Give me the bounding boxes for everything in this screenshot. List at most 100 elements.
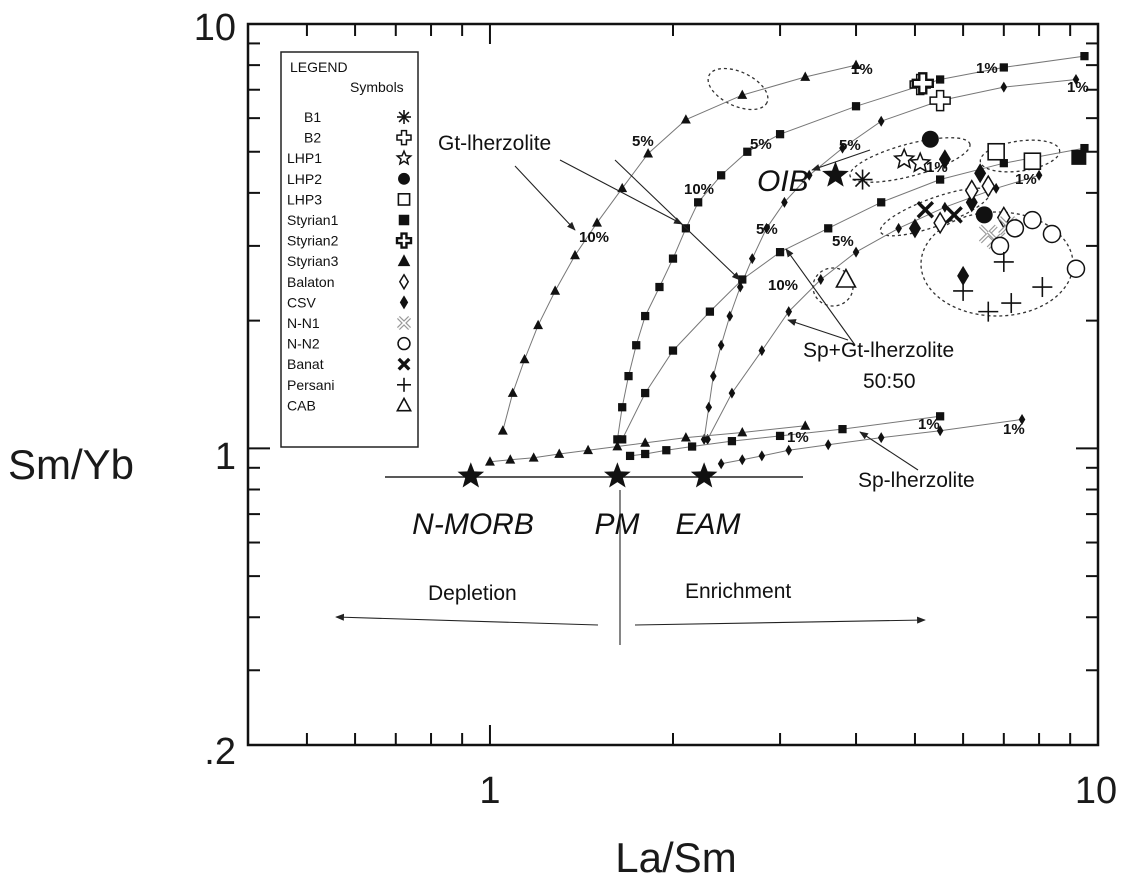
sample-point: [933, 211, 948, 235]
model-point: [519, 353, 530, 364]
model-point: [839, 142, 846, 154]
arrow: [787, 319, 849, 341]
sample-point: [1042, 224, 1062, 244]
model-point: [936, 425, 944, 437]
legend-entry-marker: [397, 254, 411, 267]
sample-point: [953, 280, 974, 301]
y-tick-label-10: 10: [194, 7, 236, 49]
series-csv: [908, 149, 987, 286]
model-point: [877, 432, 885, 444]
series-cab: [835, 267, 857, 288]
legend-entry-marker: [395, 149, 413, 166]
pct-label: 1%: [851, 61, 873, 78]
annotation-arrows: [335, 149, 926, 645]
ref-star-pm: [604, 462, 631, 488]
legend-entry-b1: B1: [304, 109, 411, 125]
model-point: [550, 285, 561, 295]
model-point: [852, 246, 860, 258]
series-balaton: [933, 174, 1011, 235]
model-point: [507, 387, 518, 397]
legend-entry-banat: Banat: [287, 356, 411, 372]
legend-entry-label: CAB: [287, 397, 316, 413]
legend: LEGEND Symbols B1 B2 LHP1 LHP2 LHP3 Styrian1 S…: [280, 51, 419, 448]
legend-entry-marker: [396, 315, 412, 331]
legend-entry-label: B2: [304, 130, 321, 146]
legend-entry-marker: [399, 295, 409, 310]
model-point: [1018, 413, 1026, 425]
x-tick-label-1: 1: [479, 770, 500, 812]
model-point: [999, 63, 1008, 72]
model-point: [612, 441, 623, 451]
sample-point: [1032, 277, 1053, 298]
sample-point: [835, 267, 857, 288]
series-styrian2: [911, 72, 934, 95]
model-point: [785, 444, 793, 456]
model-point: [717, 458, 725, 470]
legend-entry-marker: [396, 129, 412, 146]
legend-entry-styrian1: Styrian1: [287, 212, 410, 228]
model-point: [1035, 169, 1043, 181]
model-point: [785, 306, 793, 318]
model-point: [936, 412, 945, 421]
model-point: [851, 102, 861, 111]
x-tick-label-10: 10: [1075, 770, 1117, 812]
arrow: [559, 159, 683, 225]
legend-entry-label: Styrian3: [287, 253, 339, 269]
series-styrian1: [1071, 149, 1087, 165]
y-axis-title: Sm/Yb: [8, 441, 134, 488]
model-point: [680, 432, 691, 442]
model-point: [737, 426, 748, 437]
model-point: [895, 222, 902, 234]
melting-curve-5: [485, 420, 811, 466]
model-point: [758, 450, 766, 462]
pct-label: 5%: [756, 221, 778, 238]
model-point: [1000, 81, 1008, 93]
model-point: [805, 169, 813, 181]
series-b1: [852, 169, 873, 190]
model-point: [668, 346, 678, 355]
legend-entry-label: Styrian2: [287, 233, 339, 249]
legend-entry-styrian2: Styrian2: [287, 232, 413, 249]
arrow-enrichment: [634, 616, 926, 626]
model-point: [641, 311, 650, 321]
legend-title: LEGEND: [290, 59, 348, 75]
model-point: [625, 451, 635, 461]
series-banat: [916, 201, 963, 224]
legend-entry-persani: Persani: [287, 377, 411, 393]
sample-point: [908, 218, 921, 239]
percent-labels: 1% 1% 1% 1% 1% 1% 1% 1% 5% 5% 5% 5% 5% 1…: [579, 60, 1089, 446]
model-point: [824, 224, 833, 233]
model-point: [632, 341, 641, 350]
curve-line: [489, 425, 806, 463]
sample-point: [978, 301, 999, 322]
legend-entry-label: B1: [304, 109, 321, 125]
model-point: [775, 130, 785, 139]
model-point: [743, 147, 752, 156]
pct-label: 10%: [768, 277, 798, 294]
ref-label-oib: OIB: [757, 165, 809, 198]
label-gt-lherzolite: Gt-lherzolite: [438, 132, 551, 155]
arrow: [514, 165, 576, 231]
label-sp-gt-lherzolite: Sp+Gt-lherzolite: [803, 339, 954, 362]
legend-entry-marker: [397, 377, 411, 392]
model-point: [505, 454, 516, 464]
arrow: [785, 248, 856, 346]
pct-label: 5%: [832, 233, 854, 250]
curve-line: [616, 55, 1085, 440]
melting-curve-6: [625, 412, 945, 461]
legend-entry-lhp3: LHP3: [287, 191, 411, 207]
legend-entry-label: Persani: [287, 377, 334, 393]
model-point: [824, 439, 832, 451]
legend-entry-b2: B2: [304, 129, 412, 146]
sample-point: [975, 206, 993, 224]
legend-entry-marker: [396, 396, 412, 412]
sample-point: [1023, 210, 1042, 230]
model-point: [641, 449, 650, 459]
model-point: [640, 437, 651, 447]
pct-label: 5%: [632, 133, 654, 150]
series-n-n2: [990, 210, 1086, 279]
legend-entry-marker: [398, 273, 410, 291]
model-point: [680, 114, 691, 124]
sample-point: [1001, 293, 1022, 314]
legend-entry-label: Banat: [287, 356, 324, 372]
